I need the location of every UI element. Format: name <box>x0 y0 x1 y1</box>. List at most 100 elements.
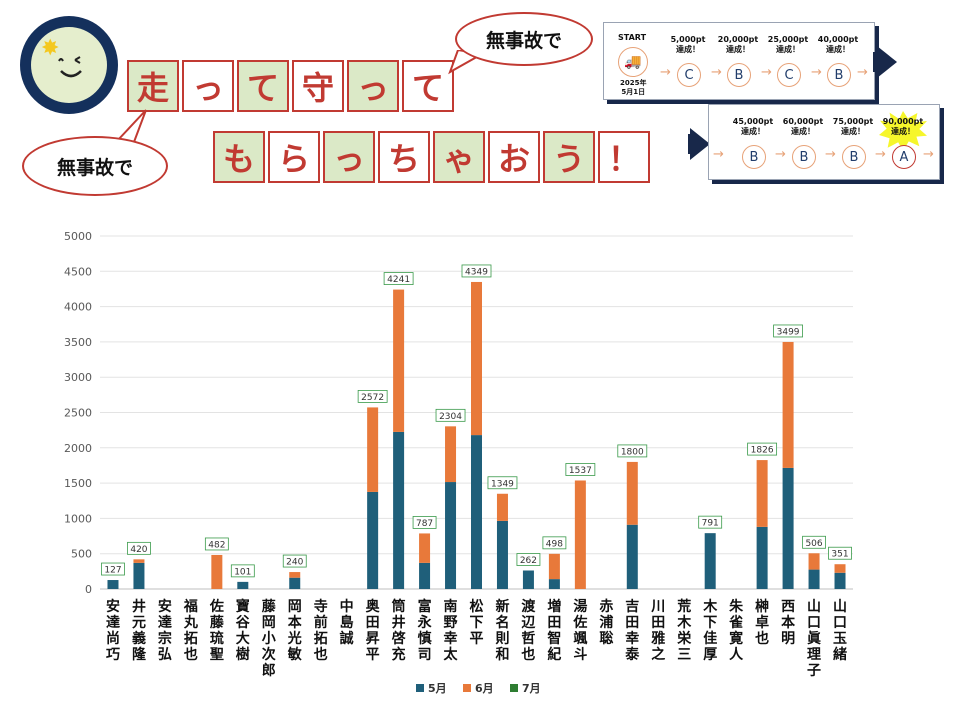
bar-segment <box>782 341 794 468</box>
x-category-label: 木 <box>702 598 718 615</box>
arrow-right-icon: → <box>811 65 822 80</box>
x-category-label: 奥 <box>366 598 381 615</box>
x-category-label: 丸 <box>183 614 199 631</box>
data-label: 240 <box>286 558 303 568</box>
bar-segment <box>496 493 508 521</box>
x-category-label: 郎 <box>262 662 276 679</box>
x-category-label: 樹 <box>236 646 250 663</box>
legend-label: 5月 <box>428 682 447 695</box>
line1-tile: て <box>237 60 289 112</box>
x-category-label: 筒 <box>392 598 406 615</box>
x-category-label: 安 <box>158 598 172 615</box>
x-category-label: 山 <box>833 599 847 615</box>
x-category-label: 斗 <box>573 647 587 663</box>
bar-segment <box>211 554 223 589</box>
data-label-box <box>747 442 778 456</box>
x-category-label: 福 <box>183 598 198 615</box>
milestone-label: 5,000pt 達成！ <box>670 35 706 54</box>
legend-swatch <box>416 684 424 692</box>
data-label: 127 <box>104 566 121 576</box>
banner-line-1: 走って守って <box>127 60 457 112</box>
x-category-label: 赤 <box>599 599 613 615</box>
x-category-label: 達 <box>106 614 120 631</box>
bar-segment <box>133 562 145 589</box>
bar-segment <box>574 480 586 589</box>
x-category-label: 岡 <box>262 615 276 631</box>
data-label: 1800 <box>621 447 644 457</box>
x-category-label: 前 <box>314 614 328 631</box>
bar-segment <box>626 461 638 525</box>
x-category-label: 弘 <box>158 647 172 663</box>
arrow-right-icon: → <box>857 65 868 80</box>
milestone-label: 60,000pt 達成！ <box>782 117 824 136</box>
x-category-label: 幸 <box>444 630 458 647</box>
line1-tile: っ <box>182 60 234 112</box>
x-category-label: 藤 <box>262 598 277 615</box>
x-category-label: 太 <box>444 646 459 663</box>
x-category-label: 下 <box>703 615 717 631</box>
bar-segment <box>367 491 379 589</box>
data-label-box <box>516 553 541 566</box>
data-label-box <box>282 554 307 568</box>
x-category-label: 雅 <box>651 630 665 647</box>
line1-tile: 走 <box>127 60 179 112</box>
y-tick-label: 4000 <box>64 301 92 314</box>
x-category-label: 司 <box>418 647 432 663</box>
line2-tile: ら <box>268 131 320 183</box>
milestone-grade: C <box>777 63 801 87</box>
x-category-label: 谷 <box>236 615 251 631</box>
bar-segment <box>393 431 405 589</box>
data-label-box <box>204 537 229 551</box>
x-category-label: 拓 <box>184 630 198 647</box>
navy-arrow-icon-2 <box>690 128 710 160</box>
x-category-label: 寶 <box>236 598 250 615</box>
milestone-grade: B <box>742 145 766 169</box>
x-category-label: 敏 <box>287 646 303 663</box>
line2-tile: お <box>488 131 540 183</box>
x-category-label: 佐 <box>209 598 224 615</box>
start-date: 2025年 5月1日 <box>620 79 647 96</box>
x-category-label: 松 <box>470 598 484 615</box>
x-category-label: 人 <box>729 646 744 663</box>
data-label: 482 <box>208 540 225 550</box>
bar-segment <box>756 526 768 589</box>
arrow-right-icon: → <box>761 65 772 80</box>
x-category-label: 眞 <box>807 630 821 647</box>
x-category-label: 卓 <box>755 614 769 631</box>
x-category-label: 拓 <box>314 630 328 647</box>
bar-segment <box>445 426 457 483</box>
panel-connector <box>873 52 879 72</box>
x-category-label: 吉 <box>625 598 639 615</box>
y-tick-label: 2500 <box>64 407 92 420</box>
x-category-label: 田 <box>547 615 561 631</box>
bar-segment <box>471 281 482 436</box>
y-tick-label: 4500 <box>64 265 92 278</box>
milestone-label: 90,000pt 達成！ <box>882 117 924 136</box>
x-category-label: 紀 <box>547 646 561 663</box>
navy-arrow-icon <box>877 46 897 78</box>
x-category-label: 佳 <box>703 630 717 647</box>
x-category-label: 中 <box>340 598 354 615</box>
x-category-label: 浦 <box>599 614 613 631</box>
x-category-label: 尚 <box>106 630 120 647</box>
arrow-right-icon: → <box>711 65 722 80</box>
line2-tile: も <box>213 131 265 183</box>
x-category-label: 井 <box>392 614 406 631</box>
x-category-label: 平 <box>470 631 484 647</box>
x-category-label: 榊 <box>755 598 769 615</box>
x-category-label: 明 <box>781 631 795 647</box>
data-label-box <box>565 463 596 476</box>
x-category-label: 大 <box>236 630 250 647</box>
data-label: 498 <box>546 539 563 549</box>
x-category-label: 本 <box>781 614 796 631</box>
bar-segment <box>419 533 431 563</box>
data-label-box <box>101 562 125 576</box>
legend-label: 6月 <box>475 682 494 695</box>
x-category-label: 口 <box>833 615 847 631</box>
data-label: 4241 <box>387 275 410 285</box>
x-category-label: 田 <box>625 615 639 631</box>
data-label-box <box>487 476 518 490</box>
milestone-panel-bottom: 45,000pt 達成！ B 60,000pt 達成！ B 75,000pt 達成！ B 90,0… <box>708 104 940 180</box>
